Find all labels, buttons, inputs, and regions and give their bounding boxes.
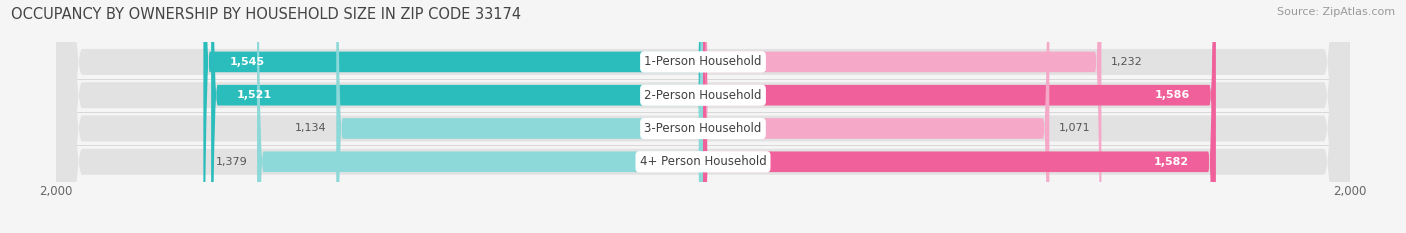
FancyBboxPatch shape: [703, 0, 1049, 233]
FancyBboxPatch shape: [703, 0, 1215, 233]
Text: 4+ Person Household: 4+ Person Household: [640, 155, 766, 168]
Text: 1,134: 1,134: [295, 123, 326, 134]
Text: 1,379: 1,379: [215, 157, 247, 167]
FancyBboxPatch shape: [56, 0, 1350, 233]
FancyBboxPatch shape: [56, 0, 1350, 233]
FancyBboxPatch shape: [336, 0, 703, 233]
Text: 1,582: 1,582: [1153, 157, 1188, 167]
FancyBboxPatch shape: [56, 0, 1350, 233]
Text: OCCUPANCY BY OWNERSHIP BY HOUSEHOLD SIZE IN ZIP CODE 33174: OCCUPANCY BY OWNERSHIP BY HOUSEHOLD SIZE…: [11, 7, 522, 22]
Text: Source: ZipAtlas.com: Source: ZipAtlas.com: [1277, 7, 1395, 17]
FancyBboxPatch shape: [257, 0, 703, 233]
Text: 1,232: 1,232: [1111, 57, 1143, 67]
FancyBboxPatch shape: [703, 0, 1216, 233]
Text: 2-Person Household: 2-Person Household: [644, 89, 762, 102]
FancyBboxPatch shape: [204, 0, 703, 233]
FancyBboxPatch shape: [703, 0, 1101, 233]
Text: 1,521: 1,521: [238, 90, 273, 100]
Text: 1-Person Household: 1-Person Household: [644, 55, 762, 69]
FancyBboxPatch shape: [56, 0, 1350, 233]
Text: 1,071: 1,071: [1059, 123, 1091, 134]
Text: 1,545: 1,545: [229, 57, 264, 67]
Text: 1,586: 1,586: [1154, 90, 1189, 100]
FancyBboxPatch shape: [211, 0, 703, 233]
Text: 3-Person Household: 3-Person Household: [644, 122, 762, 135]
